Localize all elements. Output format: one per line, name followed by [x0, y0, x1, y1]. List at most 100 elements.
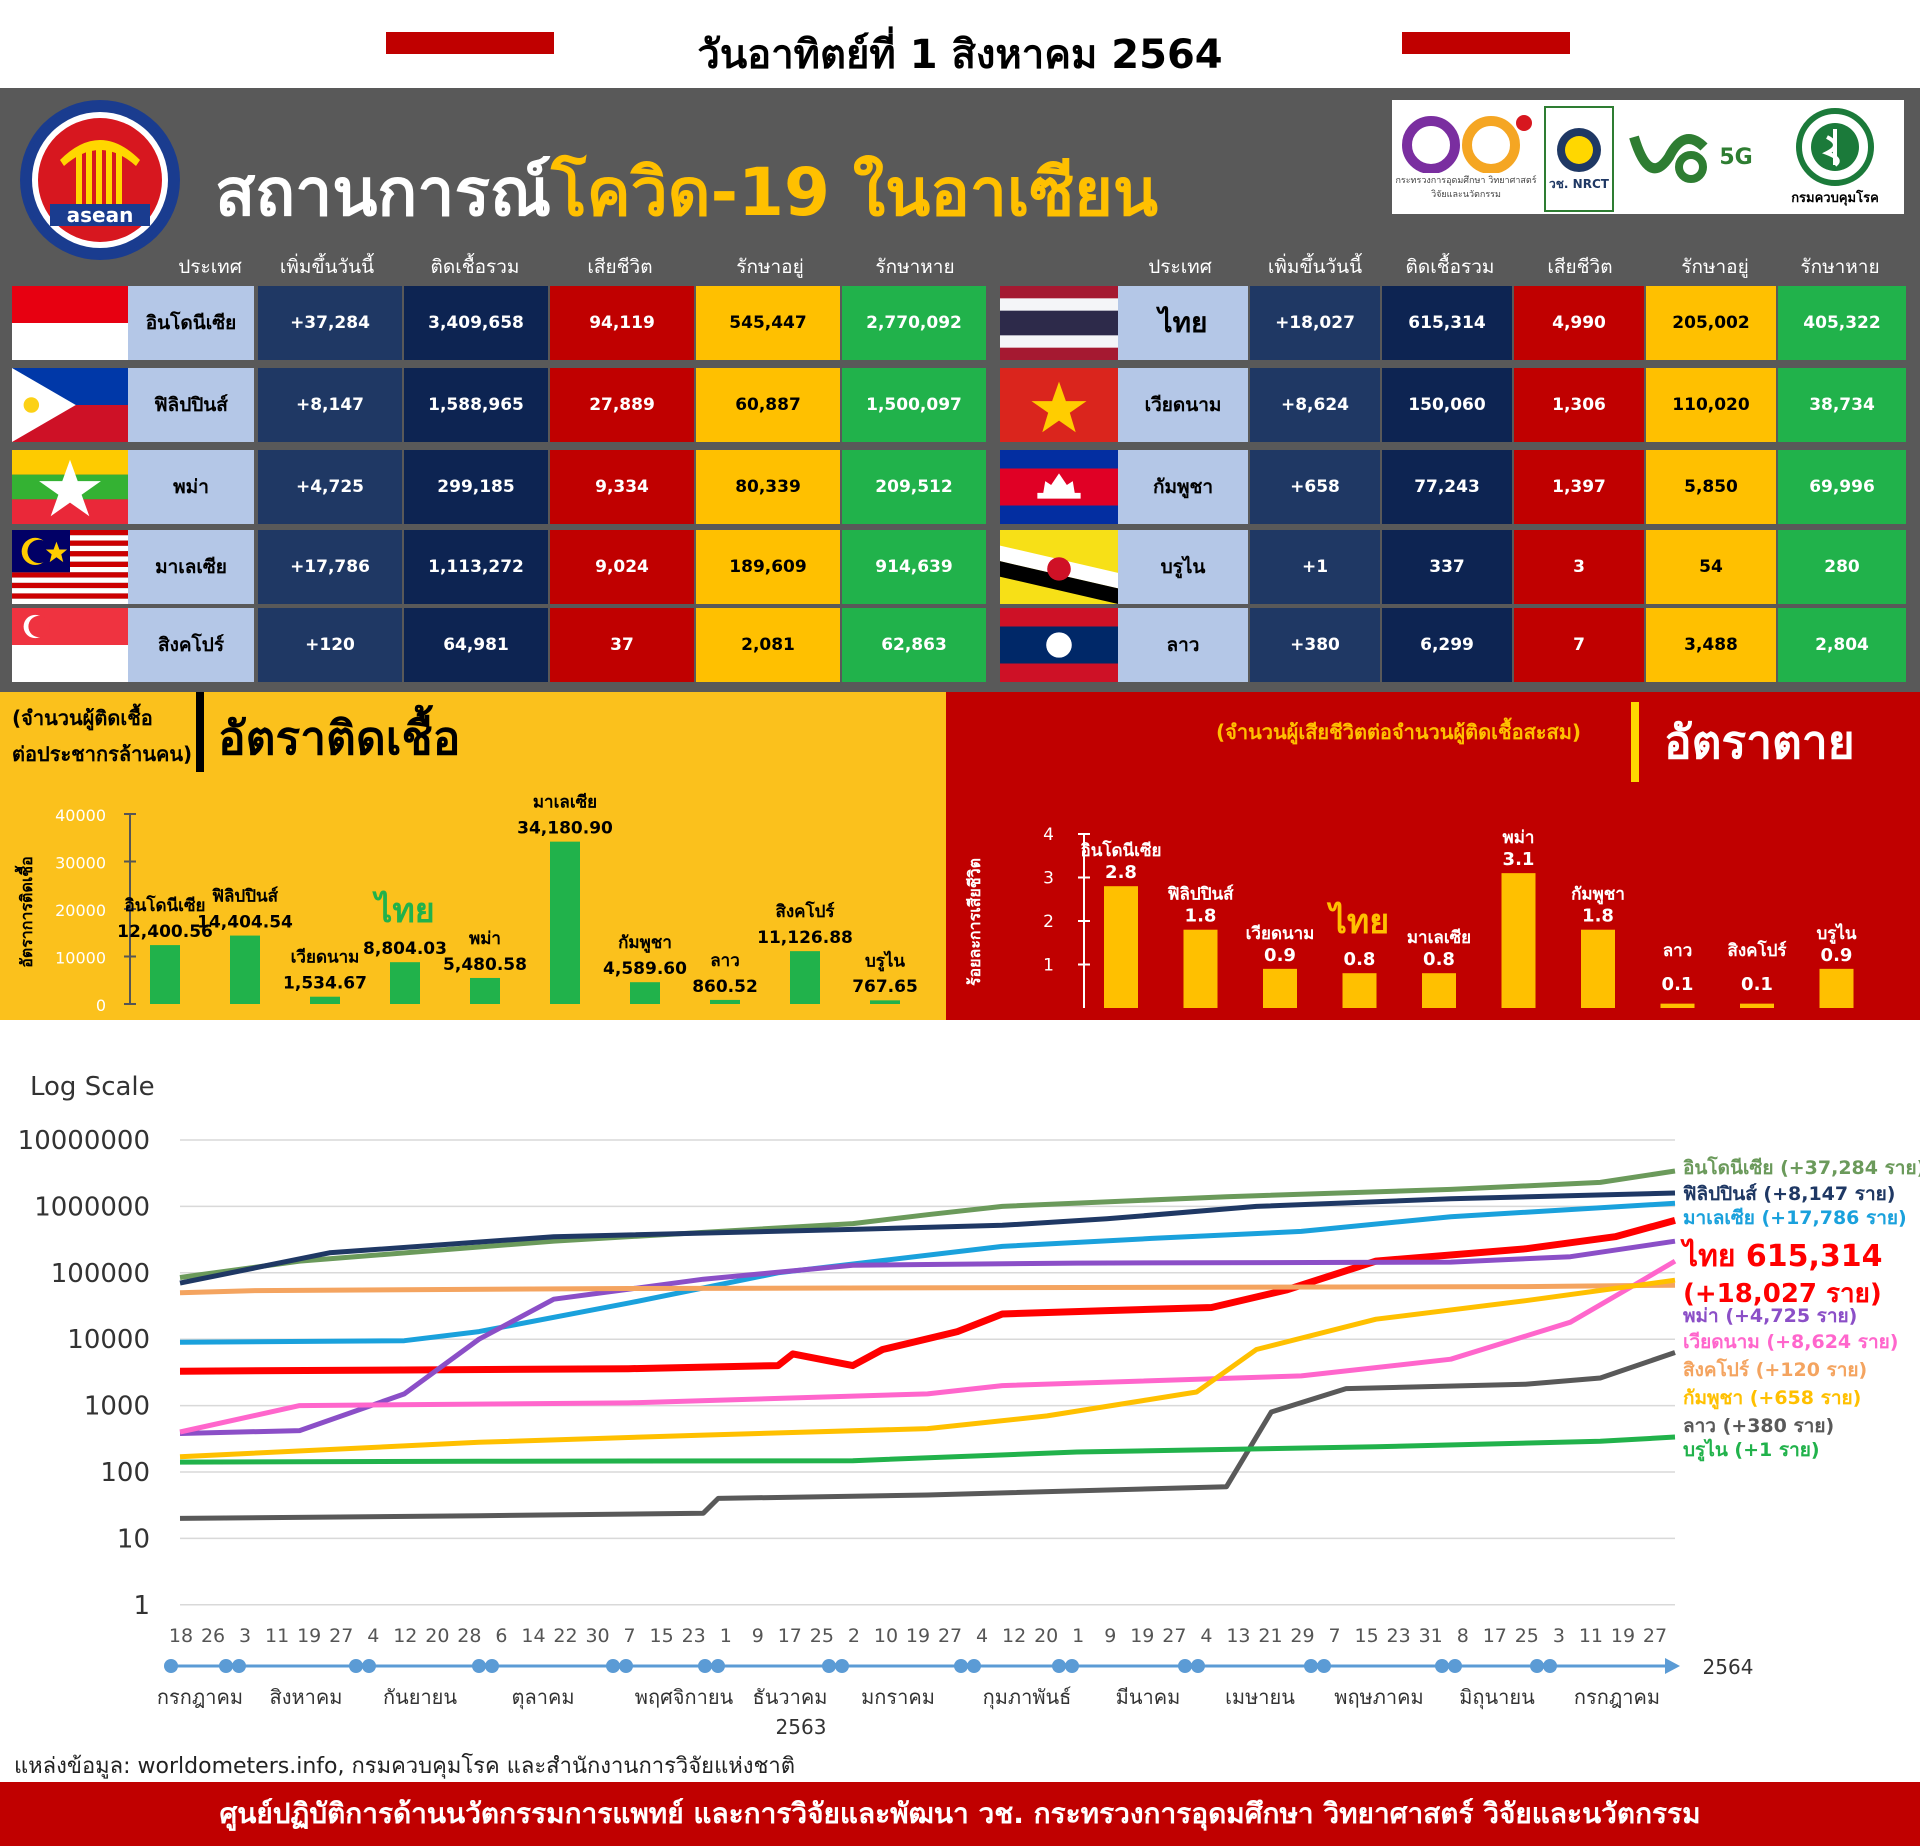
x-tick-label: 4 [1200, 1625, 1212, 1647]
series-line [179, 1168, 1676, 1280]
ddc-logo-text: กรมควบคุมโรค [1791, 190, 1879, 206]
partner-logos: กระทรวงการอุดมศึกษา วิทยาศาสตร์ วิจัยและ… [1392, 100, 1904, 214]
philippines-flag [12, 368, 128, 442]
series-label: สิงคโปร์ (+120 ราย) [1683, 1358, 1867, 1381]
header-recovered-r: รักษาหาย [1800, 256, 1880, 278]
date-bar: วันอาทิตย์ที่ 1 สิงหาคม 2564 [0, 0, 1920, 88]
cell-country: มาเลเซีย [128, 530, 254, 604]
cell-country: เวียดนาม [1118, 368, 1248, 442]
inf-bar [790, 951, 820, 1004]
month-label: มกราคม [861, 1685, 935, 1709]
thailand-flag [1000, 286, 1118, 360]
inf-value-label: 4,589.60 [603, 959, 687, 979]
infection-divider [196, 692, 204, 772]
inf-category-label: บรูไน [865, 950, 905, 972]
x-tick-label: 17 [778, 1625, 802, 1647]
main-title-part1: สถานการณ์ [215, 154, 552, 231]
date-title: วันอาทิตย์ที่ 1 สิงหาคม 2564 [697, 32, 1223, 78]
cell-deaths: 3 [1514, 530, 1644, 604]
fiveg-logo: 5G [1616, 106, 1766, 208]
mort-category-label: ลาว [1663, 941, 1693, 961]
timeline-dot [619, 1659, 633, 1673]
x-tick-label: 18 [169, 1625, 193, 1647]
x-tick-label: 20 [425, 1625, 449, 1647]
cell-recovered: 69,996 [1778, 450, 1906, 524]
mort-bar [1263, 968, 1297, 1008]
cell-total: 337 [1382, 530, 1512, 604]
mort-value-label: 0.1 [1662, 974, 1694, 995]
mort-bar [1183, 929, 1218, 1008]
year-label: 2563 [776, 1715, 827, 1739]
inf-y-tick-label: 30000 [55, 854, 106, 873]
cell-deaths: 94,119 [550, 286, 694, 360]
x-tick-label: 25 [810, 1625, 834, 1647]
infection-title: อัตราติดเชื้อ [218, 711, 461, 765]
x-tick-label: 12 [393, 1625, 417, 1647]
series-label: เวียดนาม (+8,624 ราย) [1683, 1331, 1898, 1353]
mort-value-label: 3.1 [1503, 849, 1535, 870]
mortality-rate-chart: 1 2 3 4 ร้อยละการเสียชีวิต อินโดนีเซีย2.8 ฟิลิ… [965, 825, 1857, 1008]
cell-total: 1,113,272 [404, 530, 548, 604]
log-y-tick-label: 10000 [67, 1325, 150, 1355]
mort-category-label: ฟิลิปปินส์ [1167, 884, 1234, 905]
inf-category-label: ไทย [372, 890, 434, 931]
cell-deaths: 27,889 [550, 368, 694, 442]
mort-bar [1740, 1003, 1774, 1008]
cell-new: +120 [258, 608, 402, 682]
x-tick-label: 19 [297, 1625, 321, 1647]
infection-note-line1: (จำนวนผู้ติดเชื้อ [12, 706, 153, 730]
mort-category-label: อินโดนีเซีย [1081, 840, 1162, 861]
x-tick-label: 7 [1329, 1625, 1341, 1647]
asean-logo-text: asean [67, 203, 134, 227]
cell-new: +1 [1250, 530, 1380, 604]
x-tick-label: 7 [624, 1625, 636, 1647]
timeline-dot [1191, 1659, 1205, 1673]
timeline-dot [606, 1659, 620, 1673]
x-tick-label: 4 [367, 1625, 379, 1647]
mort-y-tick-label: 1 [1043, 956, 1054, 976]
x-tick-label: 3 [1553, 1625, 1565, 1647]
month-label: มีนาคม [1116, 1685, 1181, 1709]
mort-category-label: พม่า [1503, 828, 1535, 848]
cumulative-cases-line-chart: 1 10 100 1000 10000 100000 1000000 10000000 อินโ… [18, 1126, 1920, 1739]
header-total: ติดเชื้อรวม [430, 256, 520, 278]
cell-recovered: 914,639 [842, 530, 986, 604]
cell-recovered: 280 [1778, 530, 1906, 604]
x-tick-label: 11 [1579, 1625, 1603, 1647]
header-total-r: ติดเชื้อรวม [1405, 256, 1495, 278]
x-tick-label: 11 [265, 1625, 289, 1647]
log-y-tick-label: 100000 [51, 1259, 150, 1289]
x-tick-label: 23 [1387, 1625, 1411, 1647]
mortality-divider [1631, 702, 1639, 782]
x-tick-label: 21 [1258, 1625, 1282, 1647]
x-tick-label: 14 [521, 1625, 545, 1647]
cell-recovered: 2,770,092 [842, 286, 986, 360]
x-tick-label: 4 [976, 1625, 988, 1647]
mort-bar [1104, 886, 1138, 1008]
cell-total: 77,243 [1382, 450, 1512, 524]
indonesia-flag [12, 286, 128, 360]
header-deaths-r: เสียชีวิต [1547, 256, 1613, 278]
x-tick-label: 20 [1034, 1625, 1058, 1647]
cell-new: +18,027 [1250, 286, 1380, 360]
month-label: ตุลาคม [511, 1685, 574, 1710]
series-label: ไทย 615,314 [1680, 1238, 1883, 1274]
timeline-dot [472, 1659, 486, 1673]
cell-country: บรูไน [1118, 530, 1248, 604]
cell-country: ลาว [1118, 608, 1248, 682]
header-deaths: เสียชีวิต [587, 256, 653, 278]
log-scale-label: Log Scale [30, 1072, 155, 1102]
month-label: กันยายน [383, 1685, 457, 1709]
x-tick-label: 6 [495, 1625, 507, 1647]
timeline-dot [1065, 1659, 1079, 1673]
x-tick-label: 1 [720, 1625, 732, 1647]
x-tick-label: 8 [1457, 1625, 1469, 1647]
myanmar-flag [12, 450, 128, 524]
cell-recovered: 62,863 [842, 608, 986, 682]
cell-active: 110,020 [1646, 368, 1776, 442]
log-y-tick-label: 1000000 [34, 1192, 150, 1222]
series-label: ลาว (+380 ราย) [1683, 1415, 1834, 1437]
inf-value-label: 860.52 [692, 977, 758, 997]
vietnam-flag [1000, 368, 1118, 442]
cell-new: +8,624 [1250, 368, 1380, 442]
